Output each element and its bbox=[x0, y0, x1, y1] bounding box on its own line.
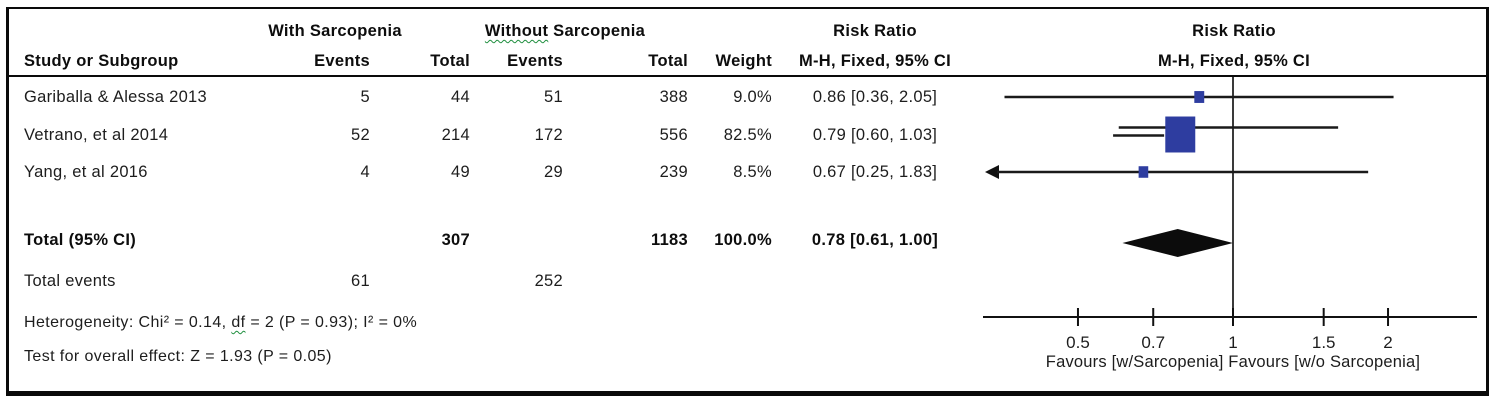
overall-effect-note: Test for overall effect: Z = 1.93 (P = 0… bbox=[24, 348, 332, 365]
with-sarcopenia-events: 5 bbox=[360, 88, 370, 106]
total-events-with: 61 bbox=[351, 272, 370, 290]
study-name: Vetrano, et al 2014 bbox=[24, 125, 169, 144]
risk-ratio-ci-text: 0.79 [0.60, 1.03] bbox=[812, 125, 938, 144]
header-separator-line bbox=[8, 75, 1488, 77]
group-header-risk-ratio-right: Risk Ratio bbox=[1192, 22, 1276, 40]
study-row: Yang, et al 2016 4 49 29 239 8.5% 0.67 [… bbox=[0, 162, 965, 182]
with-sarcopenia-total: 214 bbox=[441, 125, 470, 144]
with-sarcopenia-events: 4 bbox=[360, 163, 370, 181]
study-name: Yang, et al 2016 bbox=[24, 163, 148, 181]
group-header-without-rest: Sarcopenia bbox=[548, 22, 646, 40]
with-sarcopenia-total: 49 bbox=[451, 163, 470, 181]
total-with-sarcopenia: 307 bbox=[441, 231, 470, 249]
heterogeneity-note: Heterogeneity: Chi² = 0.14, df = 2 (P = … bbox=[24, 313, 417, 333]
without-sarcopenia-total: 388 bbox=[659, 88, 688, 106]
group-header-without-sarcopenia: Without Sarcopenia bbox=[455, 21, 675, 41]
study-row: Gariballa & Alessa 2013 5 44 51 388 9.0%… bbox=[0, 87, 965, 107]
total-weight: 100.0% bbox=[714, 231, 772, 249]
heterogeneity-pre: Heterogeneity: Chi² = 0.14, bbox=[24, 314, 232, 331]
col-header-total-without: Total bbox=[648, 52, 688, 70]
group-header-with-sarcopenia: With Sarcopenia bbox=[268, 22, 402, 40]
total-events-without: 252 bbox=[534, 272, 563, 290]
study-name: Gariballa & Alessa 2013 bbox=[24, 88, 208, 106]
without-sarcopenia-events: 29 bbox=[544, 163, 563, 181]
misspell-squiggle-without: Without bbox=[484, 22, 549, 40]
col-header-mh-fixed-ci-plot: M-H, Fixed, 95% CI bbox=[1157, 52, 1311, 70]
col-header-study: Study or Subgroup bbox=[24, 52, 179, 70]
without-sarcopenia-events: 172 bbox=[534, 125, 563, 144]
without-sarcopenia-total: 239 bbox=[659, 163, 688, 181]
without-sarcopenia-events: 51 bbox=[544, 88, 563, 106]
risk-ratio-ci-text: 0.86 [0.36, 2.05] bbox=[812, 88, 938, 106]
study-row: Vetrano, et al 2014 52 214 172 556 82.5%… bbox=[0, 125, 965, 145]
total-events-label: Total events bbox=[24, 272, 116, 290]
with-sarcopenia-total: 44 bbox=[451, 88, 470, 106]
col-header-total-with: Total bbox=[430, 52, 470, 70]
pooled-risk-ratio-text: 0.78 [0.61, 1.00] bbox=[811, 231, 939, 249]
group-header-risk-ratio-left: Risk Ratio bbox=[833, 22, 917, 40]
col-header-mh-fixed-ci: M-H, Fixed, 95% CI bbox=[798, 52, 952, 70]
misspell-squiggle-df: df bbox=[231, 314, 246, 331]
favours-axis-label: Favours [w/Sarcopenia] Favours [w/o Sarc… bbox=[1045, 353, 1421, 371]
weight-value: 8.5% bbox=[733, 163, 772, 181]
total-ci-label: Total (95% CI) bbox=[24, 231, 137, 249]
figure-border bbox=[6, 7, 1489, 396]
weight-value: 82.5% bbox=[723, 125, 772, 144]
without-sarcopenia-total: 556 bbox=[659, 125, 688, 144]
with-sarcopenia-events: 52 bbox=[351, 125, 370, 144]
total-without-sarcopenia: 1183 bbox=[651, 231, 688, 249]
col-header-events-with: Events bbox=[314, 52, 370, 70]
weight-value: 9.0% bbox=[733, 88, 772, 106]
risk-ratio-ci-text: 0.67 [0.25, 1.83] bbox=[812, 163, 938, 181]
heterogeneity-post: = 2 (P = 0.93); I² = 0% bbox=[245, 314, 418, 331]
col-header-events-without: Events bbox=[507, 52, 563, 70]
col-header-weight: Weight bbox=[715, 52, 772, 70]
